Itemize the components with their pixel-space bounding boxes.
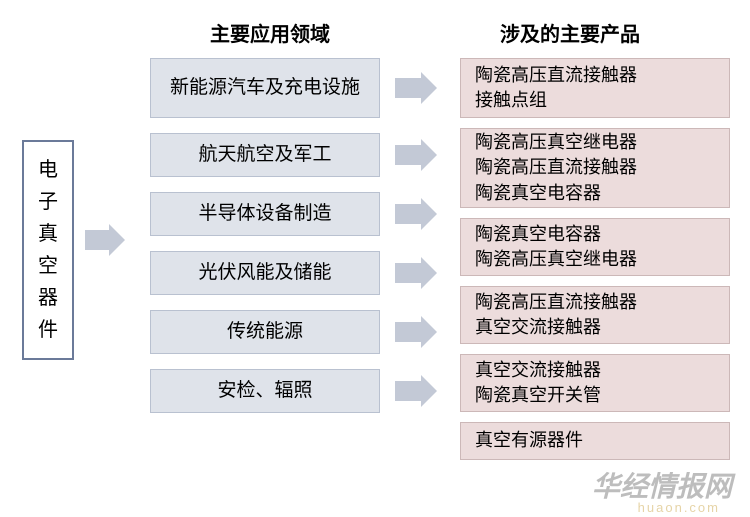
arrow-icon [395,381,437,401]
product-line: 接触点组 [475,88,715,113]
product-box-1: 陶瓷高压真空继电器陶瓷高压直流接触器陶瓷真空电容器 [460,128,730,208]
source-char-0: 电 [38,154,58,186]
product-line: 陶瓷高压真空继电器 [475,247,715,272]
arrow-icon [395,263,437,283]
domain-box-1: 航天航空及军工 [150,133,380,177]
product-line: 真空有源器件 [475,428,715,453]
source-char-5: 件 [38,314,58,346]
domain-box-2: 半导体设备制造 [150,192,380,236]
domain-box-0: 新能源汽车及充电设施 [150,58,380,118]
product-line: 陶瓷高压直流接触器 [475,290,715,315]
domain-box-4: 传统能源 [150,310,380,354]
arrow-icon [85,230,125,250]
arrow-icon [395,322,437,342]
arrow-icon [395,78,437,98]
product-line: 陶瓷真空开关管 [475,383,715,408]
watermark-text: 华经情报网 [592,465,732,505]
product-box-3: 陶瓷高压直流接触器真空交流接触器 [460,286,730,344]
domain-column: 新能源汽车及充电设施航天航空及军工半导体设备制造光伏风能及储能传统能源安检、辐照 [150,58,380,428]
domain-box-5: 安检、辐照 [150,369,380,413]
product-line: 陶瓷高压直流接触器 [475,63,715,88]
source-char-4: 器 [38,282,58,314]
watermark-url: huaon.com [638,500,720,515]
product-box-2: 陶瓷真空电容器陶瓷高压真空继电器 [460,218,730,276]
product-line: 真空交流接触器 [475,315,715,340]
source-node: 电 子 真 空 器 件 [22,140,74,360]
product-line: 陶瓷真空电容器 [475,222,715,247]
product-column: 陶瓷高压直流接触器接触点组陶瓷高压真空继电器陶瓷高压直流接触器陶瓷真空电容器陶瓷… [460,58,730,470]
header-domains: 主要应用领域 [210,18,330,47]
source-char-2: 真 [38,218,58,250]
product-line: 陶瓷高压直流接触器 [475,155,715,180]
product-line: 陶瓷高压真空继电器 [475,130,715,155]
source-char-1: 子 [38,186,58,218]
product-box-0: 陶瓷高压直流接触器接触点组 [460,58,730,118]
header-products: 涉及的主要产品 [500,18,640,47]
column-headers: 主要应用领域 涉及的主要产品 [0,18,750,48]
arrow-icon [395,145,437,165]
source-char-3: 空 [38,250,58,282]
product-box-5: 真空有源器件 [460,422,730,460]
product-line: 陶瓷真空电容器 [475,181,715,206]
arrow-icon [395,204,437,224]
product-box-4: 真空交流接触器陶瓷真空开关管 [460,354,730,412]
domain-box-3: 光伏风能及储能 [150,251,380,295]
product-line: 真空交流接触器 [475,358,715,383]
